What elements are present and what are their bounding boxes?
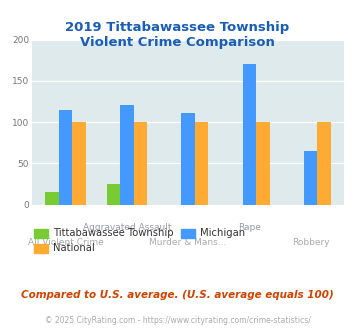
Text: Robbery: Robbery — [292, 238, 329, 247]
Bar — [107, 184, 120, 205]
Text: © 2025 CityRating.com - https://www.cityrating.com/crime-statistics/: © 2025 CityRating.com - https://www.city… — [45, 315, 310, 325]
Text: Compared to U.S. average. (U.S. average equals 100): Compared to U.S. average. (U.S. average … — [21, 290, 334, 300]
Bar — [72, 122, 86, 205]
Bar — [243, 64, 256, 205]
Bar — [195, 122, 208, 205]
Bar — [59, 110, 72, 205]
Text: All Violent Crime: All Violent Crime — [28, 238, 104, 247]
Legend: Tittabawassee Township, National, Michigan: Tittabawassee Township, National, Michig… — [30, 224, 250, 257]
Bar — [304, 151, 317, 205]
Bar — [181, 113, 195, 205]
Bar — [120, 105, 133, 205]
Text: Aggravated Assault: Aggravated Assault — [83, 223, 171, 232]
Bar — [256, 122, 269, 205]
Bar — [133, 122, 147, 205]
Text: 2019 Tittabawassee Township
Violent Crime Comparison: 2019 Tittabawassee Township Violent Crim… — [65, 21, 290, 50]
Text: Murder & Mans...: Murder & Mans... — [149, 238, 227, 247]
Bar — [317, 122, 331, 205]
Text: Rape: Rape — [238, 223, 261, 232]
Bar — [45, 192, 59, 205]
